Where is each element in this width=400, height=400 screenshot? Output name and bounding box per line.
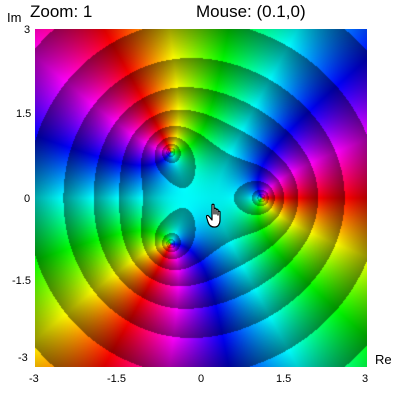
y-axis-title: Im (7, 10, 22, 25)
y-tick-label: 3 (24, 24, 31, 36)
x-tick-label: 0 (198, 373, 205, 385)
x-axis-title: Re (375, 352, 392, 367)
x-tick-label: 3 (362, 373, 369, 385)
zoom-readout: Zoom: 1 (30, 2, 93, 21)
y-tick-label: -3 (18, 352, 28, 364)
y-tick-label: 1.5 (16, 108, 32, 120)
y-tick-label: -1.5 (12, 275, 31, 287)
x-tick-label: 1.5 (276, 373, 292, 385)
complex-plane-plot[interactable] (35, 29, 367, 367)
domain-coloring-canvas[interactable] (35, 29, 367, 367)
mouse-readout: Mouse: (0.1,0) (196, 2, 306, 21)
hand-pointer-icon (206, 203, 221, 228)
x-tick-label: -1.5 (107, 373, 126, 385)
y-tick-label: 0 (24, 193, 31, 205)
x-tick-label: -3 (29, 373, 39, 385)
